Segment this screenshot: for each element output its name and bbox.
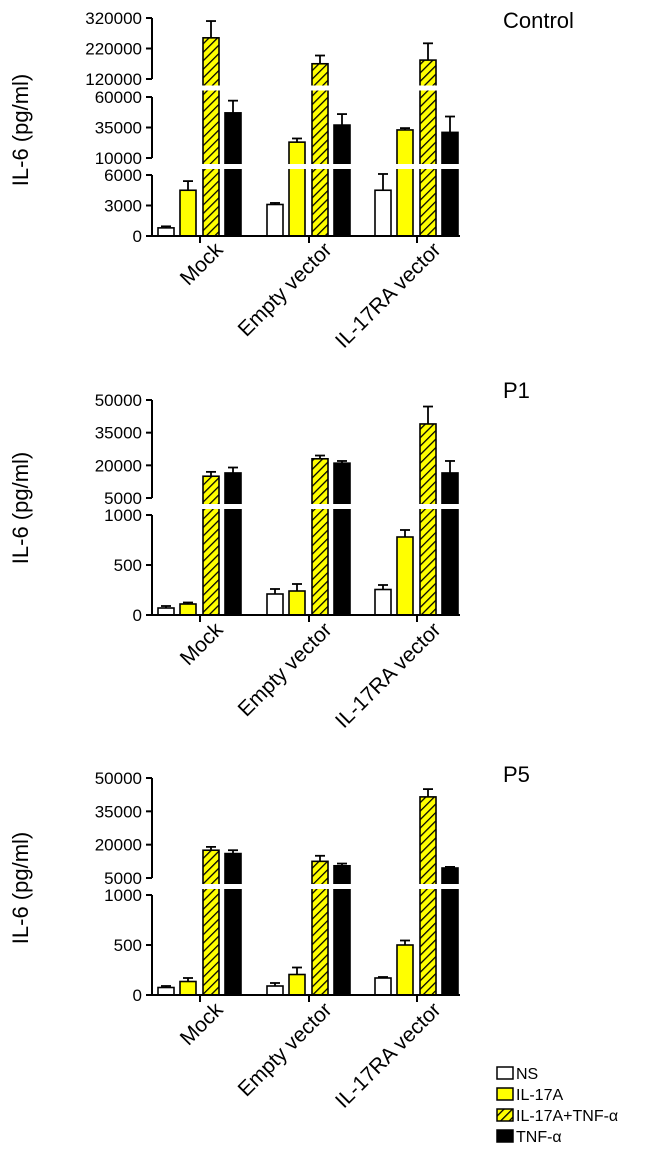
bar — [288, 141, 306, 237]
bar — [224, 472, 242, 616]
y-tick-label: 20000 — [95, 456, 142, 475]
legend-label: IL-17A — [516, 1087, 563, 1104]
bar — [179, 980, 197, 996]
y-tick-label: 50000 — [95, 391, 142, 410]
bar — [157, 986, 175, 996]
bar — [396, 536, 414, 616]
legend-label: TNF-α — [516, 1129, 562, 1146]
y-tick-label: 320000 — [85, 9, 142, 28]
bar — [157, 607, 175, 616]
y-tick-label: 35000 — [95, 119, 142, 138]
y-tick-label: 3000 — [104, 197, 142, 216]
y-tick-label: 0 — [133, 606, 142, 625]
bar — [266, 203, 284, 237]
category-label: Empty vector — [234, 238, 337, 341]
category-label: Empty vector — [234, 618, 337, 721]
y-tick-label: 500 — [114, 936, 142, 955]
bar — [224, 852, 242, 996]
bar — [266, 985, 284, 996]
legend-swatch-il17a-tnfa — [496, 1108, 514, 1122]
y-tick-label: 50000 — [95, 769, 142, 788]
legend-label: NS — [516, 1066, 538, 1083]
legend-swatch-il17a — [496, 1087, 514, 1101]
bar — [396, 944, 414, 996]
category-label: IL-17RA vector — [331, 998, 445, 1112]
bar — [202, 475, 220, 616]
axis-break — [150, 85, 468, 91]
bar — [266, 593, 284, 616]
bar — [179, 603, 197, 616]
legend-label: IL-17A+TNF-α — [516, 1108, 618, 1125]
category-label: Mock — [176, 998, 228, 1050]
panel-title: Control — [503, 8, 574, 33]
bar — [374, 588, 392, 616]
y-tick-label: 35000 — [95, 424, 142, 443]
y-tick-label: 1000 — [104, 886, 142, 905]
bar — [396, 129, 414, 237]
bar — [179, 189, 197, 237]
legend-swatch-tnfa — [496, 1129, 514, 1143]
bar — [311, 457, 329, 616]
y-tick-label: 10000 — [95, 149, 142, 168]
bar — [441, 131, 459, 237]
y-axis-label: IL-6 (pg/ml) — [8, 74, 33, 186]
bar — [374, 977, 392, 996]
legend-swatch-ns — [496, 1066, 514, 1080]
category-label: Empty vector — [234, 998, 337, 1101]
bar — [157, 227, 175, 237]
y-axis-label: IL-6 (pg/ml) — [8, 832, 33, 944]
bar — [333, 124, 351, 237]
y-tick-label: 0 — [133, 986, 142, 1005]
y-tick-label: 60000 — [95, 88, 142, 107]
bar — [288, 590, 306, 616]
axis-break — [150, 504, 468, 509]
y-tick-label: 5000 — [104, 869, 142, 888]
y-tick-label: 120000 — [85, 70, 142, 89]
category-label: Mock — [176, 618, 228, 670]
y-tick-label: 0 — [133, 227, 142, 246]
y-tick-label: 6000 — [104, 166, 142, 185]
category-label: IL-17RA vector — [331, 238, 445, 352]
category-label: Mock — [176, 238, 228, 290]
bar — [202, 849, 220, 996]
axis-break — [150, 164, 468, 169]
y-tick-label: 220000 — [85, 40, 142, 59]
bar — [311, 860, 329, 996]
bar — [419, 423, 437, 616]
bar — [333, 462, 351, 616]
y-tick-label: 500 — [114, 556, 142, 575]
bar — [202, 37, 220, 237]
y-tick-label: 1000 — [104, 506, 142, 525]
panel-title: P1 — [503, 378, 530, 403]
y-tick-label: 20000 — [95, 836, 142, 855]
y-tick-label: 35000 — [95, 802, 142, 821]
y-axis-label: IL-6 (pg/ml) — [8, 452, 33, 564]
category-label: IL-17RA vector — [331, 618, 445, 732]
bar — [288, 973, 306, 996]
y-tick-label: 5000 — [104, 489, 142, 508]
bar — [224, 112, 242, 237]
bar — [441, 472, 459, 616]
bar — [374, 189, 392, 237]
axis-break — [150, 884, 468, 889]
legend: NS IL-17A IL-17A+TNF-α TNF-α — [496, 1066, 618, 1146]
bar — [419, 796, 437, 996]
panel-title: P5 — [503, 762, 530, 787]
